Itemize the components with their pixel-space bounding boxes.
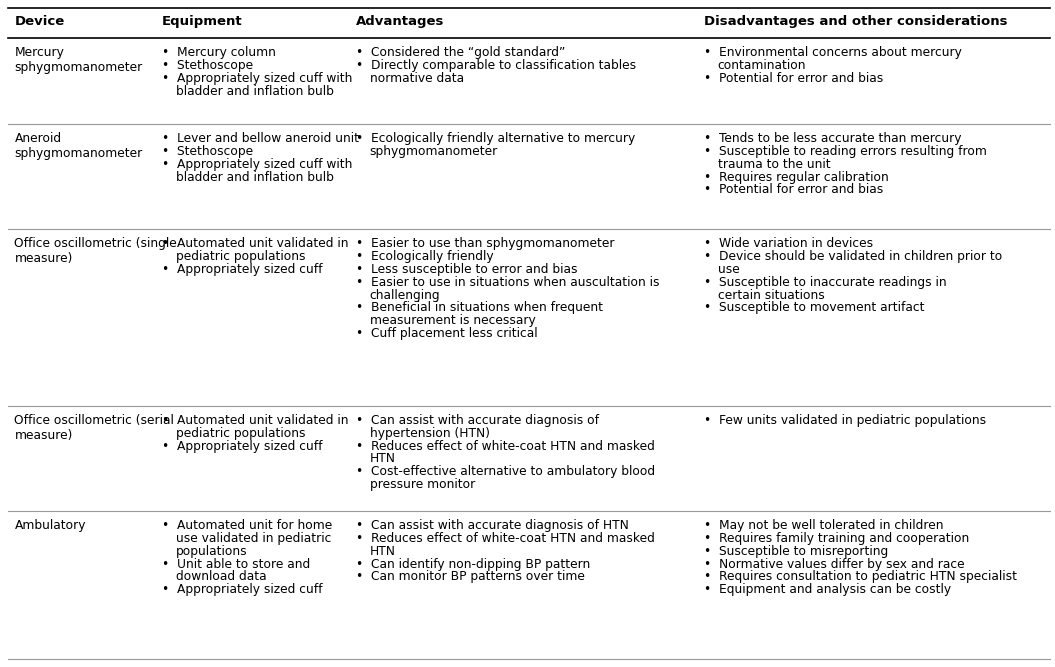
Text: Advantages: Advantages [357,15,444,28]
Text: •  Beneficial in situations when frequent: • Beneficial in situations when frequent [357,301,603,314]
Text: •  Potential for error and bias: • Potential for error and bias [705,71,884,85]
Text: •  Ecologically friendly: • Ecologically friendly [357,250,494,263]
Text: •  Appropriately sized cuff: • Appropriately sized cuff [162,584,323,596]
Text: •  Appropriately sized cuff: • Appropriately sized cuff [162,263,323,275]
Text: •  Environmental concerns about mercury: • Environmental concerns about mercury [705,46,962,59]
Text: Office oscillometric (serial
measure): Office oscillometric (serial measure) [15,414,174,442]
Text: •  Device should be validated in children prior to: • Device should be validated in children… [705,250,1002,263]
Text: pressure monitor: pressure monitor [369,478,475,492]
Text: download data: download data [175,570,266,584]
Text: •  Ecologically friendly alternative to mercury: • Ecologically friendly alternative to m… [357,132,635,145]
Text: •  Lever and bellow aneroid unit: • Lever and bellow aneroid unit [162,132,359,145]
Text: •  Equipment and analysis can be costly: • Equipment and analysis can be costly [705,584,952,596]
Text: certain situations: certain situations [717,289,825,301]
Text: •  Considered the “gold standard”: • Considered the “gold standard” [357,46,565,59]
Text: •  Requires consultation to pediatric HTN specialist: • Requires consultation to pediatric HTN… [705,570,1017,584]
Text: •  Potential for error and bias: • Potential for error and bias [705,183,884,197]
Text: •  Normative values differ by sex and race: • Normative values differ by sex and rac… [705,558,965,570]
Text: •  Appropriately sized cuff: • Appropriately sized cuff [162,440,323,453]
Text: •  Directly comparable to classification tables: • Directly comparable to classification … [357,59,636,72]
Text: •  Automated unit for home: • Automated unit for home [162,519,332,532]
Text: Disadvantages and other considerations: Disadvantages and other considerations [705,15,1008,28]
Text: •  Appropriately sized cuff with: • Appropriately sized cuff with [162,71,352,85]
Text: measurement is necessary: measurement is necessary [369,314,535,327]
Text: •  Requires family training and cooperation: • Requires family training and cooperati… [705,532,970,545]
Text: use: use [717,263,740,275]
Text: •  Few units validated in pediatric populations: • Few units validated in pediatric popul… [705,414,986,427]
Text: bladder and inflation bulb: bladder and inflation bulb [175,171,333,183]
Text: •  Automated unit validated in: • Automated unit validated in [162,414,348,427]
Text: •  Tends to be less accurate than mercury: • Tends to be less accurate than mercury [705,132,962,145]
Text: pediatric populations: pediatric populations [175,427,305,440]
Text: Aneroid
sphygmomanometer: Aneroid sphygmomanometer [15,132,142,160]
Text: •  Unit able to store and: • Unit able to store and [162,558,310,570]
Text: Equipment: Equipment [162,15,243,28]
Text: •  Susceptible to movement artifact: • Susceptible to movement artifact [705,301,925,314]
Text: trauma to the unit: trauma to the unit [717,157,830,171]
Text: normative data: normative data [369,71,464,85]
Text: hypertension (HTN): hypertension (HTN) [369,427,490,440]
Text: •  Susceptible to misreporting: • Susceptible to misreporting [705,545,888,558]
Text: •  Reduces effect of white-coat HTN and masked: • Reduces effect of white-coat HTN and m… [357,440,655,453]
Text: •  Susceptible to reading errors resulting from: • Susceptible to reading errors resultin… [705,145,987,158]
Text: •  Reduces effect of white-coat HTN and masked: • Reduces effect of white-coat HTN and m… [357,532,655,545]
Text: •  Can identify non-dipping BP pattern: • Can identify non-dipping BP pattern [357,558,591,570]
Text: Ambulatory: Ambulatory [15,519,85,532]
Text: bladder and inflation bulb: bladder and inflation bulb [175,85,333,97]
Text: •  Can assist with accurate diagnosis of: • Can assist with accurate diagnosis of [357,414,599,427]
Text: HTN: HTN [369,452,396,466]
Text: •  Can monitor BP patterns over time: • Can monitor BP patterns over time [357,570,586,584]
Text: •  Cuff placement less critical: • Cuff placement less critical [357,327,538,340]
Text: •  Stethoscope: • Stethoscope [162,59,253,72]
Text: •  Appropriately sized cuff with: • Appropriately sized cuff with [162,157,352,171]
Text: •  Stethoscope: • Stethoscope [162,145,253,158]
Text: pediatric populations: pediatric populations [175,250,305,263]
Text: •  Automated unit validated in: • Automated unit validated in [162,237,348,250]
Text: •  May not be well tolerated in children: • May not be well tolerated in children [705,519,944,532]
Text: populations: populations [175,545,247,558]
Text: sphygmomanometer: sphygmomanometer [369,145,498,158]
Text: •  Wide variation in devices: • Wide variation in devices [705,237,874,250]
Text: Device: Device [15,15,64,28]
Text: challenging: challenging [369,289,440,301]
Text: use validated in pediatric: use validated in pediatric [175,532,331,545]
Text: HTN: HTN [369,545,396,558]
Text: •  Mercury column: • Mercury column [162,46,276,59]
Text: •  Easier to use in situations when auscultation is: • Easier to use in situations when auscu… [357,275,659,289]
Text: Mercury
sphygmomanometer: Mercury sphygmomanometer [15,46,142,74]
Text: •  Easier to use than sphygmomanometer: • Easier to use than sphygmomanometer [357,237,615,250]
Text: contamination: contamination [717,59,806,72]
Text: •  Requires regular calibration: • Requires regular calibration [705,171,889,183]
Text: •  Can assist with accurate diagnosis of HTN: • Can assist with accurate diagnosis of … [357,519,629,532]
Text: •  Susceptible to inaccurate readings in: • Susceptible to inaccurate readings in [705,275,947,289]
Text: Office oscillometric (single
measure): Office oscillometric (single measure) [15,237,177,265]
Text: •  Less susceptible to error and bias: • Less susceptible to error and bias [357,263,578,275]
Text: •  Cost-effective alternative to ambulatory blood: • Cost-effective alternative to ambulato… [357,466,655,478]
